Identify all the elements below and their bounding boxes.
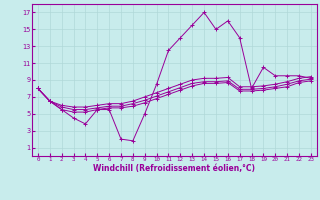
X-axis label: Windchill (Refroidissement éolien,°C): Windchill (Refroidissement éolien,°C) (93, 164, 255, 173)
